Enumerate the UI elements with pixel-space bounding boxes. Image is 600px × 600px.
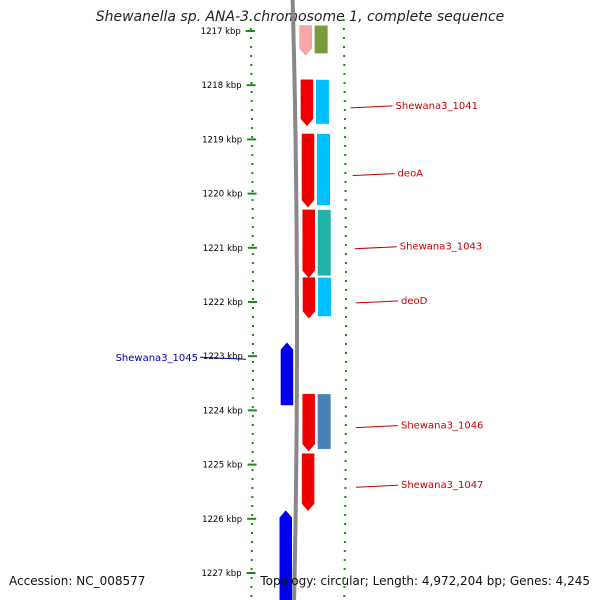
inner-ruler-ticks	[249, 19, 254, 597]
feature-track	[279, 25, 331, 600]
forward-cds-arrow[interactable]	[301, 453, 315, 512]
kbp-label: 1218 kbp	[201, 81, 241, 91]
label-leader-line	[355, 300, 399, 304]
backbone	[290, 0, 299, 600]
kbp-label: 1221 kbp	[203, 244, 243, 254]
forward-cds-arrow[interactable]	[301, 133, 315, 208]
accession-text: Accession: NC_008577	[9, 574, 146, 588]
cog-category-block	[316, 133, 330, 206]
kbp-label: 1223 kbp	[203, 352, 243, 362]
cog-category-block	[317, 209, 331, 276]
feature-label[interactable]: Shewana3_1046	[401, 421, 483, 432]
kbp-label: 1219 kbp	[202, 135, 242, 145]
forward-cds-arrow[interactable]	[299, 25, 312, 56]
feature-label[interactable]: deoD	[401, 296, 428, 307]
kbp-label: 1226 kbp	[202, 515, 242, 525]
feature-label[interactable]: Shewana3_1047	[401, 480, 483, 491]
feature-label[interactable]: Shewana3_1043	[400, 242, 482, 253]
feature-labels: Shewana3_1041 deoA Shewana3_1043 deoD Shewan…	[116, 101, 484, 491]
label-leader-line	[355, 484, 399, 488]
kbp-label: 1224 kbp	[203, 406, 243, 416]
cog-category-block	[315, 79, 329, 124]
backbone-line	[290, 0, 299, 600]
outer-ruler-ticks	[342, 19, 347, 597]
kbp-label: 1225 kbp	[203, 461, 243, 471]
feature-label[interactable]: Shewana3_1045	[116, 353, 198, 364]
forward-cds-arrow[interactable]	[300, 79, 314, 127]
label-leader-line	[199, 356, 247, 360]
forward-cds-arrow[interactable]	[302, 393, 315, 452]
ruler: 1217 kbp 1218 kbp 1219 kbp 1220 kbp 1221 kbp…	[201, 19, 347, 597]
kbp-label: 1222 kbp	[203, 298, 243, 308]
label-leader-line	[352, 173, 395, 177]
forward-cds-arrow[interactable]	[302, 277, 316, 319]
topology-text: Topology: circular; Length: 4,972,204 bp…	[260, 574, 590, 588]
kbp-label: 1217 kbp	[201, 27, 241, 37]
kbp-label: 1220 kbp	[202, 190, 242, 200]
kbp-label: 1227 kbp	[202, 569, 242, 579]
map-title: Shewanella sp. ANA-3 chromosome 1, compl…	[95, 9, 505, 25]
label-leader-line	[350, 105, 393, 109]
forward-cds-arrow[interactable]	[302, 209, 315, 278]
label-leader-line	[355, 425, 399, 429]
reverse-cds-arrow[interactable]	[280, 342, 294, 406]
label-leader-line	[354, 246, 397, 250]
cog-category-block	[317, 277, 331, 317]
feature-label[interactable]: deoA	[398, 169, 424, 180]
cog-category-block	[314, 25, 328, 54]
cog-category-block	[317, 394, 331, 450]
feature-label[interactable]: Shewana3_1041	[396, 101, 478, 112]
reverse-cds-arrow[interactable]	[279, 510, 293, 600]
